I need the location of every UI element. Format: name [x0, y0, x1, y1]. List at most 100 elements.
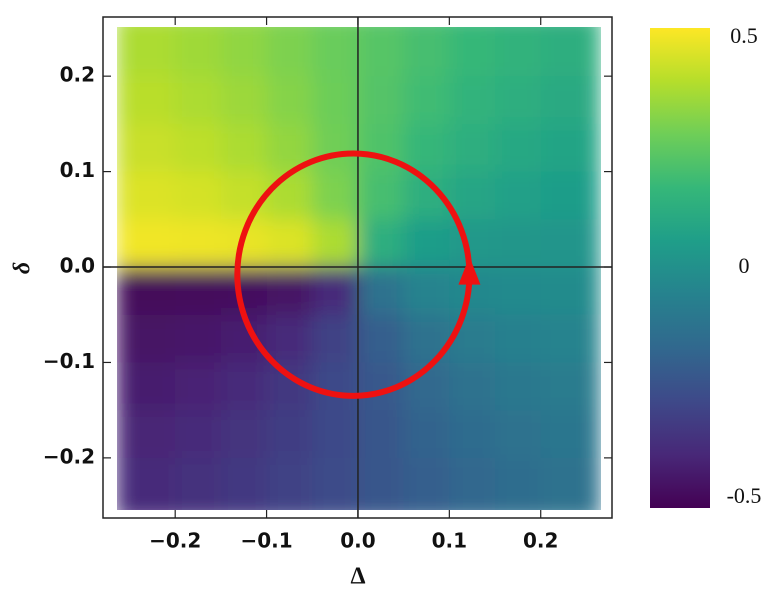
- y-tick-label: −0.1: [43, 349, 95, 373]
- heat-cell: [220, 76, 268, 125]
- heat-cell: [312, 219, 359, 268]
- heat-cell: [175, 457, 222, 510]
- heat-cell: [540, 410, 601, 459]
- heatmap-area: [117, 27, 601, 510]
- heat-cell: [117, 123, 176, 173]
- heat-cell: [266, 219, 313, 268]
- loop-arrow: [458, 256, 481, 285]
- heat-cell: [312, 457, 359, 510]
- x-tick-label: 0.2: [523, 529, 558, 553]
- heat-cell: [266, 314, 313, 363]
- heat-cell: [357, 27, 405, 77]
- y-tick-label: 0.1: [60, 158, 95, 182]
- heat-cell: [175, 410, 222, 459]
- heat-cell: [220, 410, 268, 459]
- colorbar: [650, 28, 710, 508]
- heat-cell: [449, 457, 496, 510]
- heat-cell: [175, 267, 222, 316]
- heat-cell: [312, 362, 359, 411]
- heat-cell: [449, 362, 496, 411]
- heat-cell: [117, 410, 176, 459]
- heat-cell: [449, 171, 496, 220]
- colorbar-label: -0.5: [727, 483, 762, 508]
- heat-cell: [495, 314, 542, 363]
- heat-cell: [312, 314, 359, 363]
- heat-cell: [175, 76, 222, 125]
- heat-cell: [175, 362, 222, 411]
- heat-cell: [357, 267, 405, 316]
- heat-cell: [220, 27, 268, 77]
- colorbar-label: 0: [739, 253, 750, 278]
- heat-cell: [540, 171, 601, 220]
- heat-cell: [117, 219, 176, 268]
- overlay: −0.2 −0.1 0.0 0.1 0.2 −0.2 −0.1 0.0 0.1 0.2 -0.5 0 0…: [43, 16, 762, 553]
- colorbar-label: 0.5: [730, 23, 758, 48]
- heat-cell: [403, 27, 450, 77]
- heat-cell: [449, 219, 496, 268]
- heat-cell: [266, 267, 313, 316]
- heat-cell: [403, 123, 450, 173]
- heat-cell: [266, 76, 313, 125]
- heat-cell: [266, 410, 313, 459]
- heat-cell: [312, 27, 359, 77]
- heat-cell: [449, 123, 496, 173]
- heat-cell: [175, 123, 222, 173]
- heat-cell: [312, 410, 359, 459]
- heat-cell: [540, 219, 601, 268]
- heat-cell: [220, 362, 268, 411]
- heat-cell: [540, 76, 601, 125]
- x-tick-label: −0.1: [240, 529, 292, 553]
- heat-cell: [540, 314, 601, 363]
- heat-cell: [357, 314, 405, 363]
- heat-cell: [540, 123, 601, 173]
- heat-cell: [117, 27, 176, 77]
- heat-cell: [175, 314, 222, 363]
- x-tick-label: −0.2: [149, 529, 201, 553]
- heat-cell: [117, 267, 176, 316]
- heat-cell: [495, 457, 542, 510]
- y-tick-label: 0.0: [60, 254, 95, 278]
- heat-cell: [540, 362, 601, 411]
- heat-cell: [403, 457, 450, 510]
- heat-cell: [449, 410, 496, 459]
- heat-cell: [175, 171, 222, 220]
- heat-cell: [117, 171, 176, 220]
- heat-cell: [495, 410, 542, 459]
- heat-cell: [540, 267, 601, 316]
- y-tick-label: 0.2: [60, 63, 95, 87]
- heat-cell: [495, 123, 542, 173]
- cells: [117, 27, 601, 510]
- heat-cell: [312, 267, 359, 316]
- heat-cell: [312, 123, 359, 173]
- heat-cell: [540, 457, 601, 510]
- heat-cell: [357, 76, 405, 125]
- heat-cell: [495, 362, 542, 411]
- heat-cell: [175, 219, 222, 268]
- heat-cell: [220, 123, 268, 173]
- y-axis-label: δ: [10, 262, 36, 274]
- heat-cell: [220, 457, 268, 510]
- heat-cell: [312, 76, 359, 125]
- heat-cell: [266, 171, 313, 220]
- heat-cell: [495, 27, 542, 77]
- x-tick-label: 0.0: [340, 529, 375, 553]
- heat-cell: [220, 171, 268, 220]
- y-tick-label: −0.2: [43, 444, 95, 468]
- heat-cell: [449, 76, 496, 125]
- x-axis-label: Δ: [350, 564, 365, 590]
- heat-cell: [403, 76, 450, 125]
- heat-cell: [357, 457, 405, 510]
- heat-cell: [117, 314, 176, 363]
- heat-cell: [117, 362, 176, 411]
- heat-cell: [175, 27, 222, 77]
- heat-cell: [357, 171, 405, 220]
- x-tick-label: 0.1: [432, 529, 467, 553]
- heat-cell: [312, 171, 359, 220]
- heat-cell: [495, 267, 542, 316]
- heat-cell: [495, 219, 542, 268]
- heat-cell: [449, 314, 496, 363]
- heat-cell: [403, 410, 450, 459]
- heat-cell: [403, 267, 450, 316]
- heat-cell: [449, 27, 496, 77]
- heat-cell: [403, 219, 450, 268]
